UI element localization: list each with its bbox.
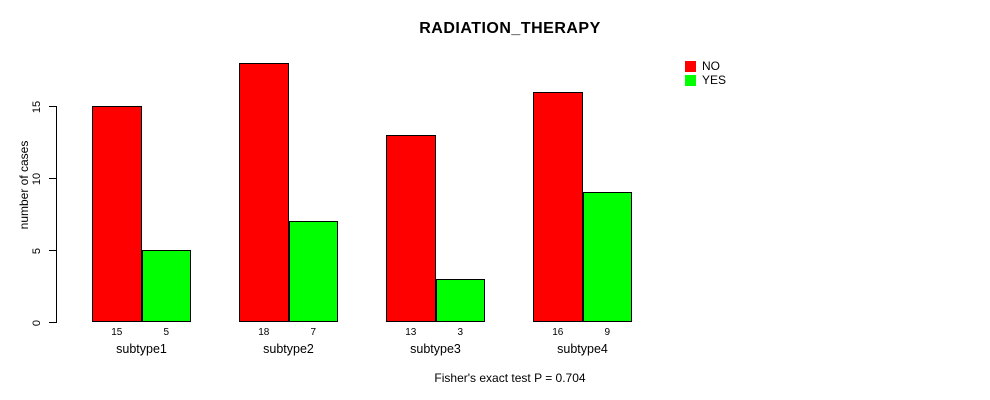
y-tick-label: 5	[31, 247, 43, 255]
bar-yes-subtype2	[288, 221, 338, 322]
legend-item-no: NO	[685, 59, 726, 73]
y-axis-line	[56, 106, 57, 323]
bar-yes-subtype3	[435, 279, 485, 322]
bar-value-label: 18	[258, 327, 270, 338]
bar-value-label: 15	[111, 327, 123, 338]
fisher-test-annotation: Fisher's exact test P = 0.704	[434, 371, 586, 385]
x-category-label: subtype4	[557, 342, 608, 356]
bar-no-subtype3	[386, 135, 436, 322]
bar-value-label: 9	[604, 327, 611, 338]
bar-value-label: 16	[552, 327, 564, 338]
x-category-label: subtype2	[263, 342, 314, 356]
legend-swatch-yes	[685, 75, 696, 86]
x-category-label: subtype1	[116, 342, 167, 356]
bar-value-label: 3	[457, 327, 464, 338]
bar-no-subtype2	[239, 63, 289, 322]
y-tick-label: 10	[31, 172, 43, 186]
y-tick-label: 15	[31, 100, 43, 114]
legend: NO YES	[685, 59, 727, 87]
bar-yes-subtype1	[141, 250, 191, 322]
y-tick-label: 0	[31, 319, 43, 327]
bar-yes-subtype4	[582, 192, 632, 322]
legend-label: YES	[702, 73, 727, 87]
bar-no-subtype4	[533, 92, 583, 322]
y-tick	[49, 106, 56, 107]
legend-swatch-no	[685, 61, 696, 72]
x-category-label: subtype3	[410, 342, 461, 356]
bar-value-label: 5	[163, 327, 170, 338]
bar-no-subtype1	[92, 106, 142, 322]
y-tick	[49, 250, 56, 251]
chart-title: RADIATION_THERAPY	[419, 20, 601, 37]
bar-value-label: 13	[405, 327, 417, 338]
y-tick	[49, 178, 56, 179]
legend-item-yes: YES	[685, 73, 727, 87]
legend-label: NO	[702, 59, 720, 73]
y-tick	[49, 322, 56, 323]
bar-value-label: 7	[310, 327, 317, 338]
